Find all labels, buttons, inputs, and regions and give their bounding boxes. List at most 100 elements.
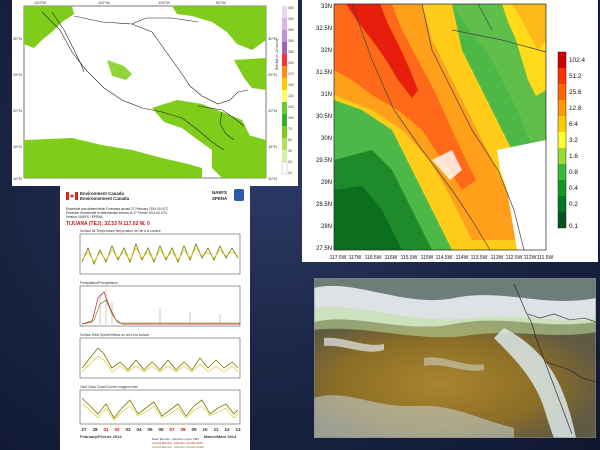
colorbar-label: Rainfall (in 12 hours)	[275, 39, 279, 70]
legend-entry: Mean Member - Membre moyen CMC	[152, 437, 199, 441]
lon-label: 113.5W	[471, 255, 488, 261]
satellite-image	[314, 278, 596, 438]
naefs-logo	[234, 189, 244, 201]
lon-label: 120°W	[34, 0, 46, 5]
lat-label: 15°N	[13, 144, 22, 149]
forecast-line: Ensemble and deterministic Forecasts iss…	[66, 207, 169, 211]
borders	[41, 11, 249, 151]
month-left: February/Février 2014	[80, 434, 122, 439]
cb-tick: 350	[288, 28, 294, 32]
cb-tick: 120	[288, 105, 294, 109]
panel-title: Surface Wind Speed/Vitesse du vent à la …	[80, 333, 149, 337]
colorbar	[557, 51, 567, 229]
lon-label: 111.5W	[537, 255, 554, 261]
forecast-line: Prévision d'ensemble et déterministe émi…	[66, 211, 168, 215]
lat-label: 32N	[321, 48, 332, 54]
lon-label: 116.5W	[365, 255, 382, 261]
cb-tick: 50	[288, 138, 292, 142]
lat-label: 10°N	[268, 176, 277, 181]
x-tick: 03	[125, 427, 131, 432]
x-tick: 04	[136, 427, 142, 432]
cb-value: 1.6	[569, 153, 578, 160]
forecast-line: Version: NAEFS / SPENA	[66, 215, 103, 219]
cb-value: 102.4	[569, 57, 585, 64]
baja-map-svg: 33N 32.5N 32N 31.5N 31N 30.5N 30N 29.5N …	[302, 0, 598, 262]
colorbar	[281, 6, 288, 175]
x-tick: 27	[81, 427, 87, 432]
map-field	[334, 3, 547, 251]
rain-areas	[24, 6, 266, 178]
cb-tick: 170	[288, 72, 294, 76]
lon-label: 113W	[491, 255, 504, 261]
lat-label: 31N	[321, 92, 332, 98]
cb-value: 51.2	[569, 73, 582, 80]
x-tick: 07	[169, 427, 175, 432]
naefs-label: NAEFS	[212, 190, 227, 195]
cb-tick: 70	[288, 127, 292, 131]
precip-panel	[79, 285, 241, 327]
lat-label: 20°N	[268, 108, 277, 113]
cb-value: 25.6	[569, 89, 582, 96]
cb-tick: 450	[288, 6, 294, 10]
lat-label: 30N	[321, 136, 332, 142]
agency-fr: Environnement Canada	[80, 196, 130, 201]
lat-label: 29N	[321, 180, 332, 186]
x-tick: 05	[147, 427, 153, 432]
station-title: TIJUANA (TEJ): 32.53 N 117.02 W, 0	[66, 221, 150, 227]
cb-value: 6.4	[569, 121, 578, 128]
cb-tick: 300	[288, 39, 294, 43]
cb-tick: 10	[288, 171, 292, 175]
lon-label: 117W	[349, 255, 362, 261]
lon-label: 90°W	[216, 0, 226, 5]
lon-label: 110°W	[98, 0, 110, 5]
cb-tick: 100	[288, 116, 294, 120]
lon-label: 112W	[524, 255, 537, 261]
lon-label: 115W	[421, 255, 434, 261]
cb-tick: 400	[288, 17, 294, 21]
map-frame	[333, 3, 547, 251]
lon-label: 115.5W	[401, 255, 418, 261]
x-tick: 12	[224, 427, 230, 432]
cb-tick: 200	[288, 61, 294, 65]
mexico-precip-map: 120°W 110°W 100°W 90°W 30°N 25°N 20°N 15…	[12, 0, 298, 186]
x-tick: 09	[191, 427, 197, 432]
cb-value: 0.8	[569, 169, 578, 176]
lat-label: 15°N	[268, 144, 277, 149]
lat-label: 25°N	[268, 72, 277, 77]
coastline	[513, 283, 596, 435]
x-tick: 01	[103, 427, 109, 432]
moisture-bands	[314, 285, 596, 438]
x-tick: 08	[180, 427, 186, 432]
x-tick: 13	[235, 427, 241, 432]
mexico-map-svg: 120°W 110°W 100°W 90°W 30°N 25°N 20°N 15…	[12, 0, 298, 186]
satellite-svg	[314, 278, 596, 438]
lon-label: 114W	[456, 255, 469, 261]
cb-tick: 150	[288, 83, 294, 87]
x-tick: 06	[158, 427, 164, 432]
lon-label: 114.5W	[436, 255, 453, 261]
lat-label: 25°N	[13, 72, 22, 77]
x-tick: 10	[202, 427, 208, 432]
lat-label: 32.5N	[316, 26, 332, 32]
cb-value: 3.2	[569, 137, 578, 144]
lat-label: 30.5N	[316, 114, 332, 120]
cb-value: 0.1	[569, 223, 578, 230]
naefs-meteogram: Environment Canada Environnement Canada …	[60, 186, 250, 450]
legend-entry: Control Member - Membre contrôle NCEP	[152, 445, 204, 449]
lat-label: 31.5N	[316, 70, 332, 76]
cloud-panel	[79, 389, 241, 425]
lon-label: 117.5W	[330, 255, 347, 261]
cb-value: 0.2	[569, 201, 578, 208]
lat-label: 28.5N	[316, 202, 332, 208]
agency-en: Environment Canada	[80, 191, 124, 196]
lat-label: 30°N	[13, 36, 22, 41]
legend-entry: Control Member - Membre contrôle GMC	[152, 441, 203, 445]
cb-tick: 130	[288, 94, 294, 98]
baja-precip-map: 33N 32.5N 32N 31.5N 31N 30.5N 30N 29.5N …	[302, 0, 598, 262]
lat-label: 28N	[321, 224, 332, 230]
lat-label: 20°N	[13, 108, 22, 113]
cb-value: 12.8	[569, 105, 582, 112]
spena-label: SPENA	[212, 196, 228, 201]
cb-value: 0.4	[569, 185, 578, 192]
cb-tick: 250	[288, 50, 294, 54]
